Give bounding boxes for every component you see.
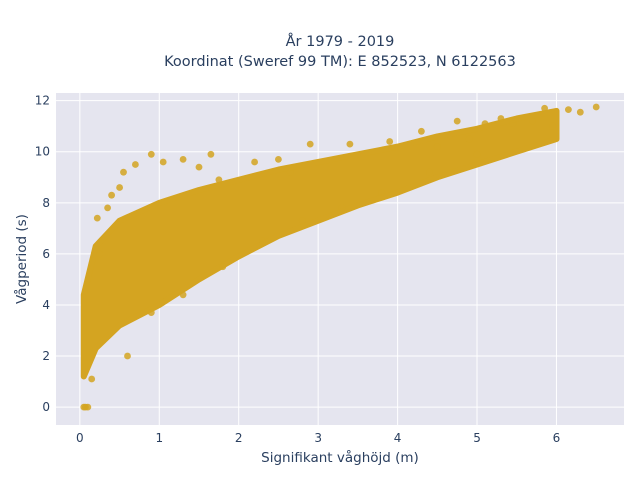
scatter-point — [298, 217, 306, 225]
x-axis-label: Signifikant våghöjd (m) — [261, 449, 419, 466]
x-tick-label: 3 — [314, 431, 322, 445]
scatter-point — [541, 104, 548, 112]
scatter-point — [338, 204, 346, 212]
y-tick-label: 12 — [35, 94, 50, 108]
scatter-point — [147, 150, 155, 158]
scatter-point — [179, 156, 187, 163]
scatter-point — [426, 168, 433, 176]
chart-title-line1: År 1979 - 2019 — [286, 33, 395, 50]
x-tick-label: 0 — [76, 431, 84, 445]
point-cloud-band — [80, 107, 560, 380]
scatter-point — [147, 309, 155, 316]
scatter-point — [84, 403, 92, 411]
y-tick-label: 10 — [35, 145, 50, 159]
scatter-point — [179, 291, 187, 299]
y-tick-label: 2 — [42, 349, 50, 363]
x-tick-label: 1 — [155, 431, 163, 445]
scatter-point — [346, 140, 354, 148]
scatter-point — [465, 135, 473, 143]
scatter-point — [219, 263, 227, 271]
x-tick-label: 5 — [473, 431, 481, 445]
y-tick-labels: 0 2 4 6 8 10 12 — [35, 94, 50, 414]
x-tick-labels: 0 1 2 3 4 5 6 — [76, 431, 560, 445]
point-cloud — [80, 107, 560, 380]
scatter-point — [124, 352, 131, 360]
scatter-point — [88, 375, 96, 383]
x-tick-label: 6 — [553, 431, 561, 445]
scatter-point — [159, 158, 167, 166]
scatter-point — [132, 161, 139, 168]
scatter-point — [576, 108, 584, 116]
scatter-point — [433, 143, 441, 151]
scatter-point — [108, 191, 115, 199]
scatter-point — [286, 168, 294, 176]
scatter-point — [378, 189, 386, 197]
scatter-point — [565, 106, 572, 113]
scatter-point — [549, 122, 556, 130]
scatter-point — [116, 184, 123, 191]
scatter-point — [251, 158, 258, 166]
scatter-point — [215, 176, 223, 184]
scatter-point — [93, 214, 101, 222]
y-tick-label: 6 — [42, 247, 50, 261]
x-tick-label: 2 — [235, 431, 243, 445]
scatter-point — [306, 140, 314, 148]
y-tick-label: 4 — [42, 298, 50, 312]
scatter-point — [481, 120, 489, 127]
scatter-point — [275, 156, 282, 163]
x-tick-label: 4 — [394, 431, 402, 445]
chart-title-line2: Koordinat (Sweref 99 TM): E 852523, N 61… — [164, 54, 516, 70]
scatter-point — [386, 138, 394, 145]
scatter-point — [96, 250, 104, 258]
scatter-point — [473, 150, 481, 158]
scatter-point — [195, 163, 203, 171]
scatter-point — [592, 103, 600, 111]
scatter-point — [529, 117, 536, 125]
scatter-point — [207, 150, 215, 158]
scatter-point — [497, 115, 505, 122]
y-tick-label: 8 — [42, 196, 50, 210]
scatter-point — [509, 120, 517, 127]
y-tick-label: 0 — [42, 400, 50, 414]
scatter-point — [120, 168, 127, 176]
scatter-points — [80, 103, 600, 411]
scatter-point — [104, 204, 111, 212]
scatter-point — [453, 117, 461, 125]
scatter-point — [259, 237, 266, 245]
y-axis-label: Vågperiod (s) — [13, 214, 30, 304]
scatter-point — [418, 127, 425, 135]
